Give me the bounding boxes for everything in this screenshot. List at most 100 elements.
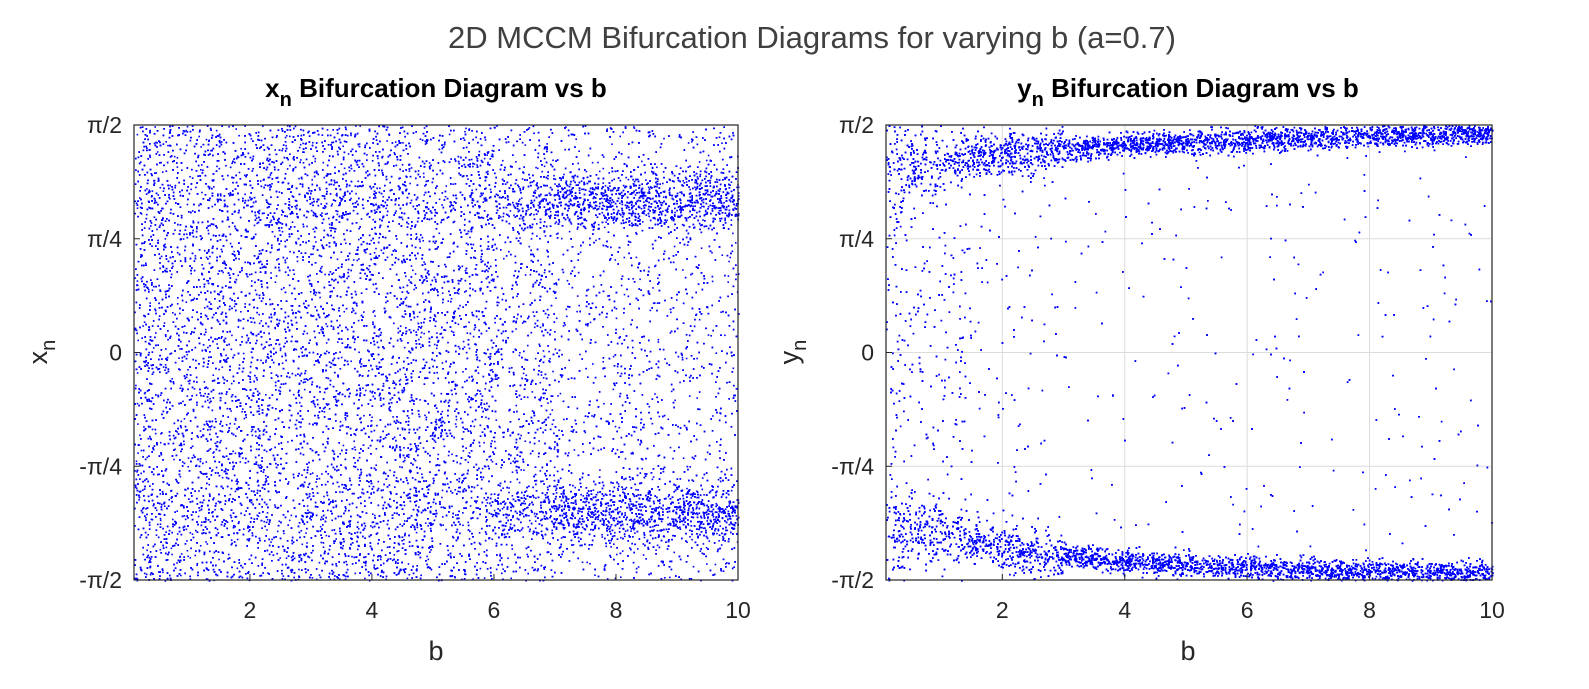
xn-data-point	[466, 272, 469, 274]
xn-data-point	[214, 508, 216, 511]
xn-data-point	[301, 543, 304, 546]
xn-data-point	[707, 154, 710, 157]
xn-data-point	[462, 524, 464, 527]
xn-data-point	[718, 209, 721, 212]
xn-data-point	[284, 342, 286, 345]
xn-data-point	[244, 174, 246, 177]
xn-data-point	[205, 138, 208, 141]
xn-data-point	[268, 203, 270, 205]
xn-data-point	[459, 491, 461, 493]
xn-data-point	[623, 293, 626, 296]
xn-data-point	[613, 187, 615, 189]
xn-data-point	[396, 506, 399, 508]
xn-data-point	[512, 385, 514, 387]
xn-data-point	[640, 207, 643, 210]
xn-data-point	[335, 210, 337, 212]
xn-data-point	[585, 219, 588, 222]
xn-data-point	[656, 166, 658, 169]
xn-data-point	[629, 193, 631, 195]
xn-data-point	[312, 253, 314, 256]
xn-data-point	[217, 500, 220, 503]
xn-data-point	[441, 362, 444, 364]
xn-data-point	[233, 305, 236, 308]
xn-data-point	[416, 568, 418, 570]
xn-data-point	[620, 451, 622, 453]
xn-data-point	[719, 525, 722, 527]
xn-data-point	[478, 150, 481, 153]
xn-data-point	[598, 170, 601, 173]
xn-data-point	[338, 485, 340, 488]
xn-data-point	[274, 281, 277, 283]
xn-data-point	[176, 166, 179, 168]
xn-data-point	[203, 381, 206, 383]
xn-data-point	[620, 214, 622, 216]
xn-data-point	[393, 554, 396, 556]
xn-data-point	[481, 194, 483, 196]
xn-data-point	[291, 195, 294, 197]
xn-data-point	[533, 531, 536, 533]
xn-data-point	[269, 174, 272, 176]
xn-data-point	[475, 188, 478, 191]
xn-data-point	[511, 548, 514, 550]
xn-data-point	[495, 419, 498, 421]
xn-data-point	[520, 434, 522, 437]
xn-data-point	[207, 346, 209, 349]
xn-data-point	[274, 149, 276, 151]
xn-data-point	[198, 135, 200, 138]
xn-data-point	[145, 213, 148, 216]
xn-data-point	[554, 183, 556, 185]
xn-data-point	[602, 156, 605, 158]
xn-data-point	[599, 469, 601, 471]
xn-data-point	[721, 142, 723, 144]
xn-data-point	[489, 188, 492, 191]
xn-data-point	[649, 309, 652, 312]
xn-data-point	[729, 256, 731, 259]
xn-data-point	[620, 576, 622, 578]
xn-data-point	[311, 381, 314, 383]
xn-data-point	[250, 138, 253, 140]
xn-data-point	[298, 177, 300, 180]
xn-data-point	[533, 496, 535, 499]
xn-data-point	[503, 506, 505, 509]
xn-data-point	[423, 127, 426, 129]
xn-data-point	[654, 264, 657, 267]
xn-data-point	[538, 365, 540, 367]
xn-data-point	[220, 337, 223, 339]
xn-data-point	[694, 186, 696, 189]
xn-data-point	[462, 371, 464, 373]
xn-data-point	[438, 232, 441, 235]
xn-data-point	[478, 542, 481, 544]
xn-data-point	[332, 215, 335, 218]
xn-data-point	[209, 255, 211, 258]
xn-data-point	[428, 162, 431, 164]
xn-data-point	[168, 499, 171, 501]
xn-data-point	[489, 265, 492, 268]
xn-data-point	[164, 364, 167, 366]
xn-data-point	[179, 475, 182, 478]
xn-data-point	[537, 167, 539, 170]
xn-data-point	[418, 506, 420, 508]
xn-data-point	[429, 435, 432, 437]
xn-data-point	[135, 384, 137, 387]
xn-data-point	[686, 541, 688, 543]
xn-data-point	[326, 129, 329, 131]
xn-data-point	[156, 151, 159, 153]
xn-data-point	[183, 443, 185, 446]
xn-data-point	[416, 514, 419, 517]
xn-data-point	[433, 343, 436, 346]
xn-data-point	[501, 508, 504, 510]
xn-data-point	[423, 176, 425, 178]
xn-data-point	[204, 392, 206, 395]
xn-data-point	[394, 141, 397, 143]
xn-data-point	[176, 562, 178, 564]
xn-data-point	[728, 260, 730, 263]
xn-data-point	[555, 221, 558, 223]
xn-data-point	[605, 507, 608, 509]
xn-data-point	[612, 355, 615, 358]
xn-data-point	[206, 279, 208, 282]
xn-data-point	[692, 508, 695, 511]
xn-data-point	[488, 248, 490, 250]
xn-data-point	[717, 478, 720, 481]
xn-data-point	[143, 572, 146, 575]
xn-data-point	[528, 530, 531, 533]
